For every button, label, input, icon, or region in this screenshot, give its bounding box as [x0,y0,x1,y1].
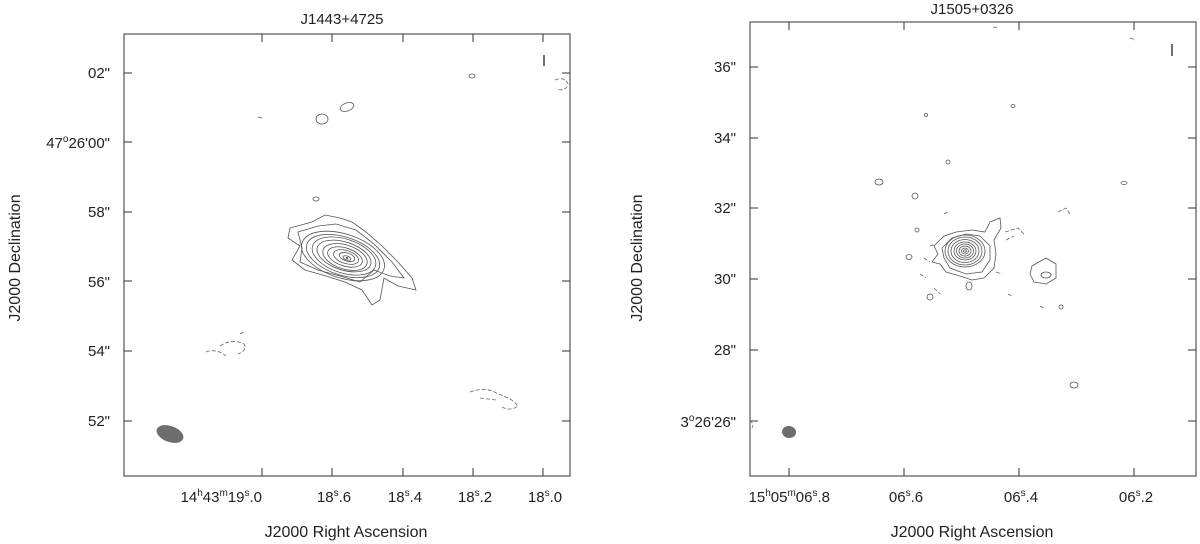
p2-xtick-0: 15h05m06s.8 [749,488,830,506]
p2-noise-contours [749,26,1137,429]
p1-source-contours [287,214,417,306]
p1-y-axis-label: J2000 Declination [7,194,24,321]
p1-x-axis-label: J2000 Right Ascension [265,524,428,541]
panel-1-y-ticks [124,72,570,422]
p2-xtick-1: 06s.6 [889,488,923,506]
p1-beam [156,425,184,443]
p1-ytick-3: 56" [88,274,110,291]
panel-1-title: J1443+4725 [301,11,384,28]
panel-1-frame [123,33,571,477]
p1-xtick-0: 14h43m19s.0 [181,488,262,506]
p2-xtick-3: 06s.2 [1119,488,1153,506]
panel-1-x-ticks [261,34,544,476]
p2-x-axis-label: J2000 Right Ascension [891,524,1054,541]
p1-noise-contours [205,73,569,410]
p1-ytick-2: 58" [88,204,110,221]
p2-beam [782,425,796,439]
panel-2-x-ticks [788,22,1135,476]
p1-ytick-4: 54" [88,343,110,360]
panel-2-title: J1505+0326 [931,1,1014,18]
p1-ytick-0: 02" [88,65,110,82]
panel-2-frame [749,21,1197,477]
panel-2: J1505+0326 15h05m06s.8 06s.6 06s.4 06s.2… [629,1,1197,541]
p2-ytick-2: 32" [714,200,736,217]
p1-ytick-1: 47o26'00" [46,134,110,152]
p2-y-axis-label: J2000 Declination [629,194,646,321]
p1-xtick-4: 18s.0 [528,488,562,506]
p1-xtick-1: 18s.6 [317,488,351,506]
p2-ytick-4: 28" [714,342,736,359]
p1-xtick-3: 18s.2 [458,488,492,506]
p2-ytick-0: 36" [714,59,736,76]
p1-xtick-2: 18s.4 [388,488,422,506]
p2-ytick-3: 30" [714,271,736,288]
p2-xtick-2: 06s.4 [1004,488,1038,506]
p2-source-contours [931,217,1057,285]
panel-1: J1443+4725 14h43m19s.0 18s.6 18s.4 18s.2… [7,11,571,541]
p2-ytick-1: 34" [714,130,736,147]
p2-ytick-5: 3o26'26" [681,413,736,431]
panel-2-y-ticks [750,66,1196,422]
p1-ytick-5: 52" [88,413,110,430]
